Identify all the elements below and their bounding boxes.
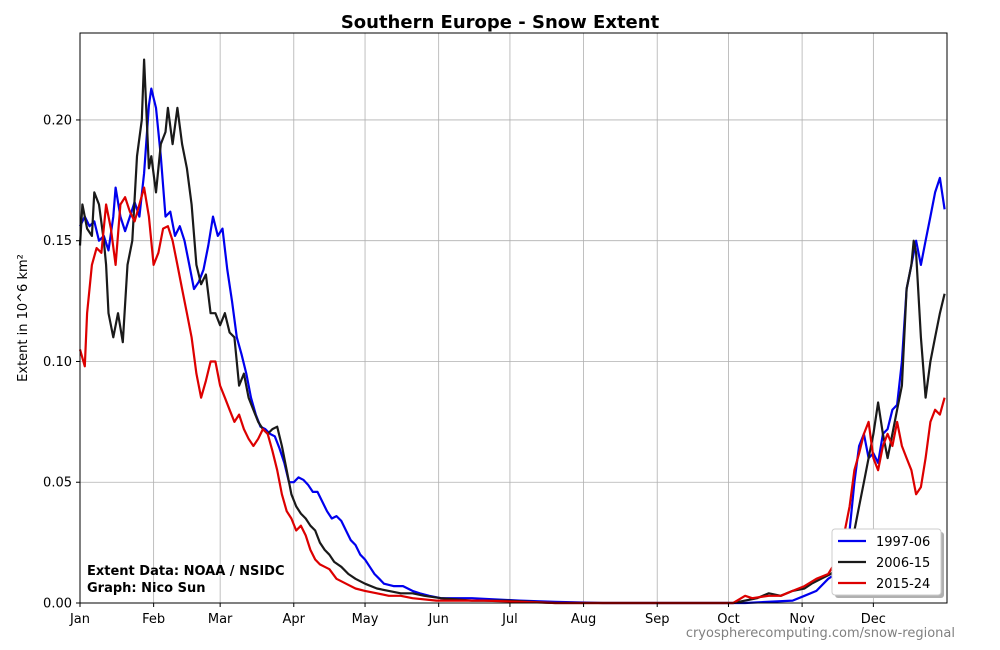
grid-lines <box>79 33 947 604</box>
credit-data-source: Extent Data: NOAA / NSIDC <box>87 564 284 579</box>
y-tick-label: 0.15 <box>43 234 72 249</box>
y-tick-label: 0.00 <box>43 597 72 612</box>
x-tick-label: Jan <box>69 612 90 627</box>
x-tick-label: May <box>352 612 379 627</box>
series-line-2015-24 <box>78 186 946 605</box>
legend-label: 2006-15 <box>876 556 930 571</box>
watermark-url: cryospherecomputing.com/snow-regional <box>686 626 955 641</box>
x-tick-label: Feb <box>142 612 165 627</box>
y-tick-label: 0.20 <box>43 113 72 128</box>
x-tick-label: Sep <box>645 612 670 627</box>
plot-area-frame <box>79 32 948 604</box>
x-tick-label: Apr <box>283 612 306 627</box>
legend-label: 1997-06 <box>876 535 930 550</box>
credit-graph-author: Graph: Nico Sun <box>87 581 206 596</box>
x-tick-label: Mar <box>208 612 233 627</box>
legend-box <box>831 528 942 596</box>
chart-title: Southern Europe - Snow Extent <box>341 12 660 33</box>
x-tick-label: Aug <box>571 612 596 627</box>
x-tick-label: Jul <box>501 612 518 627</box>
y-axis-ticks: 0.00 0.05 0.10 0.15 0.20 <box>43 113 80 612</box>
x-tick-label: Jun <box>428 612 449 627</box>
x-tick-label: Nov <box>789 612 815 627</box>
x-tick-label: Oct <box>717 612 739 627</box>
legend: 1997-06 2006-15 2015-24 <box>831 528 944 598</box>
legend-label: 2015-24 <box>876 577 930 592</box>
series-line-2006-15 <box>78 58 946 605</box>
y-axis-label: Extent in 10^6 km² <box>16 254 31 382</box>
series-line-1997-06 <box>79 87 946 605</box>
x-axis-ticks: Jan Feb Mar Apr May Jun Jul Aug Sep Oct Nov Dec <box>69 603 886 627</box>
x-tick-label: Dec <box>861 612 886 627</box>
series-lines <box>78 58 946 605</box>
y-tick-label: 0.10 <box>43 355 72 370</box>
y-tick-label: 0.05 <box>43 476 72 491</box>
